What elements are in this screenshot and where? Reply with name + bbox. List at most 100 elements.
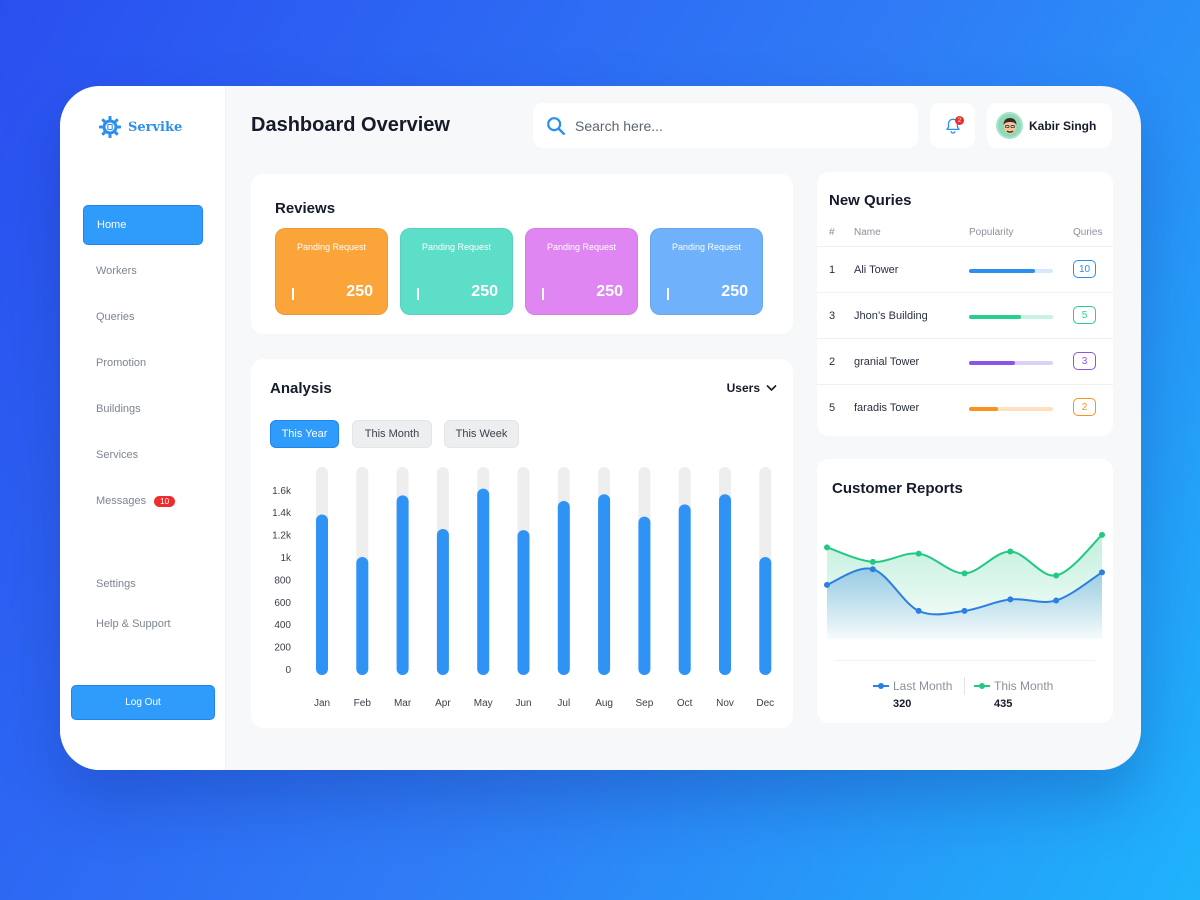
column-header-name: Name <box>854 227 881 238</box>
legend-last-month[interactable]: Last Month <box>873 679 952 693</box>
popularity-fill <box>969 361 1016 365</box>
legend-this-month[interactable]: This Month <box>974 679 1053 693</box>
sidebar-item-label: Messages <box>96 495 147 507</box>
row-rank: 2 <box>829 356 836 368</box>
bar-may[interactable] <box>477 488 490 675</box>
users-dropdown[interactable]: Users <box>727 381 777 395</box>
legend-separator <box>964 677 965 695</box>
gear-logo-icon <box>99 116 121 138</box>
queries-title: New Quries <box>829 192 912 209</box>
data-point[interactable] <box>824 544 830 551</box>
bar-aug[interactable] <box>598 494 611 675</box>
legend-label: Last Month <box>893 679 953 693</box>
sidebar-item-messages[interactable]: Messages 10 <box>83 481 203 521</box>
bar-jun[interactable] <box>517 530 530 675</box>
data-point[interactable] <box>1099 531 1105 538</box>
x-tick-label: Dec <box>756 698 774 709</box>
last-month-total: 320 <box>893 698 912 710</box>
filter-this-month[interactable]: This Month <box>352 420 432 448</box>
sidebar-item-label: Buildings <box>96 403 141 415</box>
messages-count-badge: 10 <box>154 495 176 507</box>
y-tick-label: 0 <box>285 665 291 676</box>
avatar <box>996 112 1023 139</box>
y-tick-label: 1.4k <box>272 508 292 519</box>
bar-jan[interactable] <box>316 514 328 675</box>
tile-bar-icon <box>292 288 294 300</box>
sidebar-item-buildings[interactable]: Buildings <box>83 389 203 429</box>
sidebar-item-workers[interactable]: Workers <box>83 251 203 291</box>
review-tile-teal[interactable]: Panding Request 250 <box>400 228 513 315</box>
data-point[interactable] <box>1007 548 1014 555</box>
sidebar-item-queries[interactable]: Queries <box>83 297 203 337</box>
tile-value: 250 <box>721 283 748 300</box>
sidebar-item-promotion[interactable]: Promotion <box>83 343 203 383</box>
filter-this-week[interactable]: This Week <box>444 420 519 448</box>
data-point[interactable] <box>961 570 968 577</box>
data-point[interactable] <box>915 550 922 557</box>
sidebar-item-settings[interactable]: Settings <box>83 564 213 604</box>
reports-title: Customer Reports <box>832 480 963 497</box>
sidebar-item-services[interactable]: Services <box>83 435 203 475</box>
filter-this-year[interactable]: This Year <box>270 420 339 448</box>
bar-dec[interactable] <box>759 557 772 675</box>
logout-button[interactable]: Log Out <box>71 685 215 720</box>
review-tile-purple[interactable]: Panding Request 250 <box>525 228 638 315</box>
tile-label: Panding Request <box>671 242 742 252</box>
bar-apr[interactable] <box>436 529 449 675</box>
row-rank: 3 <box>829 310 836 322</box>
column-header-popularity: Popularity <box>969 227 1014 238</box>
y-tick-label: 800 <box>274 575 291 586</box>
search-input[interactable] <box>575 117 895 134</box>
sidebar-item-label: Home <box>97 219 127 231</box>
logout-label: Log Out <box>125 697 161 708</box>
legend-marker-blue-icon <box>873 683 889 689</box>
sidebar-item-label: Queries <box>96 311 135 323</box>
table-row[interactable]: 5 faradis Tower 2 <box>817 384 1113 430</box>
column-header-queries: Quries <box>1073 227 1103 238</box>
search-bar[interactable] <box>533 103 918 148</box>
row-name: faradis Tower <box>854 402 920 414</box>
legend-marker-green-icon <box>974 683 990 689</box>
data-point[interactable] <box>1053 597 1060 604</box>
brand-name: Servike <box>128 119 183 135</box>
sidebar-item-label: Services <box>96 449 139 461</box>
sidebar-item-label: Settings <box>96 578 136 590</box>
sidebar-item-home[interactable]: Home <box>83 205 203 245</box>
data-point[interactable] <box>915 607 922 614</box>
data-point[interactable] <box>869 566 876 573</box>
y-tick-label: 200 <box>274 643 291 654</box>
notifications-button[interactable]: 2 <box>930 103 975 148</box>
tile-label: Panding Request <box>296 242 367 252</box>
table-row[interactable]: 1 Ali Tower 10 <box>817 246 1113 292</box>
sidebar-item-help-support[interactable]: Help & Support <box>83 604 213 644</box>
data-point[interactable] <box>1053 572 1060 579</box>
query-count-badge: 2 <box>1073 398 1096 416</box>
logo[interactable]: Servike <box>98 115 182 139</box>
filter-label: This Month <box>364 428 420 440</box>
bar-sep[interactable] <box>638 516 651 675</box>
data-point[interactable] <box>869 558 876 565</box>
data-point[interactable] <box>1099 569 1105 576</box>
data-point[interactable] <box>1007 596 1014 603</box>
bar-mar[interactable] <box>396 495 409 675</box>
sidebar-nav: Home Workers Queries Promotion Buildings… <box>83 205 203 527</box>
bar-nov[interactable] <box>719 494 731 675</box>
bar-oct[interactable] <box>678 504 691 675</box>
bar-feb[interactable] <box>356 557 369 675</box>
user-profile-button[interactable]: Kabir Singh <box>987 103 1112 148</box>
review-tile-orange[interactable]: Panding Request 250 <box>275 228 388 315</box>
x-tick-label: Mar <box>394 698 412 709</box>
review-tile-blue[interactable]: Panding Request 250 <box>650 228 763 315</box>
tile-label: Panding Request <box>421 242 492 252</box>
table-row[interactable]: 3 Jhon’s Building 5 <box>817 292 1113 338</box>
data-point[interactable] <box>961 607 968 614</box>
sidebar-item-label: Promotion <box>96 357 147 369</box>
y-tick-label: 400 <box>274 620 291 631</box>
chevron-down-icon <box>766 384 777 392</box>
x-tick-label: Sep <box>636 698 654 709</box>
table-row[interactable]: 2 granial Tower 3 <box>817 338 1113 384</box>
data-point[interactable] <box>824 581 830 588</box>
bar-jul[interactable] <box>557 501 570 675</box>
customer-reports-card: Customer Reports Last Month This Month 3… <box>817 459 1113 723</box>
user-avatar-icon <box>1003 117 1016 134</box>
